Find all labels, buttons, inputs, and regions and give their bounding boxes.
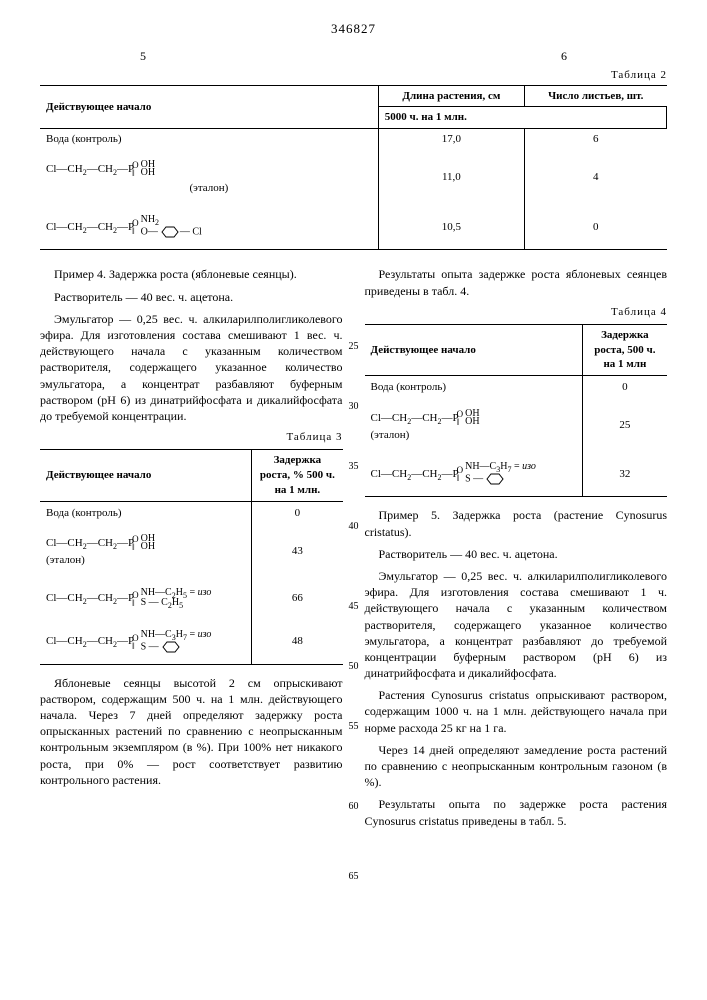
page-num-right: 6 [561, 48, 567, 64]
line-num-25: 25 [349, 340, 359, 354]
right-p7: Результаты опыта по задержке роста расте… [365, 796, 668, 828]
right-column: Результаты опыта задержке роста яблоневы… [365, 266, 668, 834]
line-num-30: 30 [349, 400, 359, 414]
left-p4: Яблоневые сеянцы высотой 2 см опрыскиваю… [40, 675, 343, 788]
t4-r3-chem: Cl—CH2—CH2—PO‖NH—C3H7 = изоS — [365, 452, 583, 497]
t4-head-val: Задержка роста, 500 ч. на 1 млн [582, 324, 667, 376]
line-num-60: 60 [349, 800, 359, 814]
right-p2: Пример 5. Задержка роста (растение Cynos… [365, 507, 668, 539]
left-p1: Пример 4. Задержка роста (яблоневые сеян… [40, 266, 343, 282]
t2-r1-name: Вода (контроль) [40, 129, 378, 150]
t4-r2-val: 25 [582, 399, 667, 452]
t3-head-agent: Действующее начало [40, 450, 252, 502]
t2-r3-chem: Cl—CH2—CH2—PO‖NH2O—— Cl [40, 205, 378, 250]
t2-r1-leaves: 6 [524, 129, 666, 150]
t4-r2-note: (эталон) [371, 428, 576, 443]
t2-r2-note: (эталон) [46, 181, 372, 196]
t3-r4-val: 48 [252, 620, 343, 665]
table4-label: Таблица 4 [365, 305, 668, 320]
t4-head-agent: Действующее начало [365, 324, 583, 376]
left-column: Пример 4. Задержка роста (яблоневые сеян… [40, 266, 343, 834]
t4-r1-val: 0 [582, 376, 667, 399]
t2-r3-len: 10,5 [378, 205, 524, 250]
line-num-40: 40 [349, 520, 359, 534]
t4-r2-chem: Cl—CH2—CH2—PO‖OHOH (эталон) [365, 399, 583, 452]
t2-subhead: 5000 ч. на 1 млн. [378, 107, 666, 129]
right-p6: Через 14 дней определяют замедление рост… [365, 742, 668, 791]
t3-r3-chem: Cl—CH2—CH2—PO‖NH—C2H5 = изоS — C2H5 [40, 578, 252, 620]
table4: Действующее начало Задержка роста, 500 ч… [365, 324, 668, 498]
t2-r3-leaves: 0 [524, 205, 666, 250]
t2-r2-len: 11,0 [378, 150, 524, 205]
t4-r3-val: 32 [582, 452, 667, 497]
t3-r1-val: 0 [252, 501, 343, 524]
right-p3: Растворитель — 40 вес. ч. ацетона. [365, 546, 668, 562]
table2-label: Таблица 2 [40, 68, 667, 83]
t2-head-agent: Действующее начало [40, 85, 378, 129]
t2-head-leaves: Число листьев, шт. [524, 85, 666, 107]
table2: Действующее начало Длина растения, см Чи… [40, 85, 667, 251]
t3-r2-val: 43 [252, 524, 343, 577]
page: 346827 5 6 Таблица 2 Действующее начало … [0, 0, 707, 1000]
document-number: 346827 [40, 20, 667, 38]
t3-r2-note: (эталон) [46, 553, 245, 568]
line-num-65: 65 [349, 870, 359, 884]
t2-r1-len: 17,0 [378, 129, 524, 150]
right-p1: Результаты опыта задержке роста яблоневы… [365, 266, 668, 298]
left-p3: Эмульгатор — 0,25 вес. ч. алкиларилполиг… [40, 311, 343, 424]
table3: Действующее начало Задержка роста, % 500… [40, 449, 343, 665]
line-num-50: 50 [349, 660, 359, 674]
right-p5: Растения Cynosurus cristatus опрыскивают… [365, 687, 668, 736]
line-num-45: 45 [349, 600, 359, 614]
t3-r1-name: Вода (контроль) [40, 501, 252, 524]
t2-r2-chem: Cl—CH2—CH2—PO‖OHOH (эталон) [40, 150, 378, 205]
column-page-numbers: 5 6 [40, 48, 667, 64]
table3-label: Таблица 3 [40, 430, 343, 445]
right-p4: Эмульгатор — 0,25 вес. ч. алкиларилполиг… [365, 568, 668, 681]
t3-r2-chem: Cl—CH2—CH2—PO‖OHOH (эталон) [40, 524, 252, 577]
t3-r3-val: 66 [252, 578, 343, 620]
t3-r4-chem: Cl—CH2—CH2—PO‖NH—C3H7 = изоS — [40, 620, 252, 665]
t2-r2-leaves: 4 [524, 150, 666, 205]
page-num-left: 5 [140, 48, 146, 64]
t3-head-val: Задержка роста, % 500 ч. на 1 млн. [252, 450, 343, 502]
t2-head-length: Длина растения, см [378, 85, 524, 107]
left-p2: Растворитель — 40 вес. ч. ацетона. [40, 289, 343, 305]
line-num-35: 35 [349, 460, 359, 474]
line-num-55: 55 [349, 720, 359, 734]
t4-r1-name: Вода (контроль) [365, 376, 583, 399]
